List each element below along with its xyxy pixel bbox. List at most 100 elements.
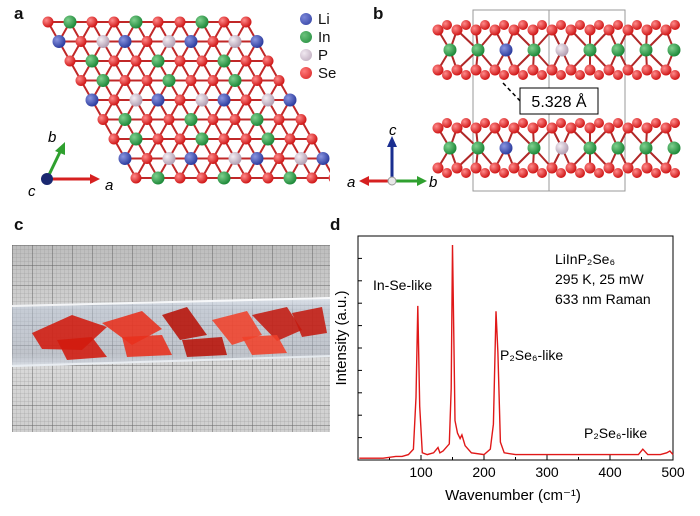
- se-atom: [670, 70, 680, 80]
- axis-b-arrowhead: [55, 142, 65, 155]
- se-atom: [594, 70, 604, 80]
- in-atom: [118, 113, 132, 126]
- crystal-flake: [162, 307, 207, 340]
- se-atom: [670, 168, 680, 178]
- in-atom: [527, 141, 541, 155]
- se-atom: [451, 24, 463, 36]
- se-atom: [641, 64, 653, 76]
- se-atom: [262, 55, 274, 67]
- axis-c-label: c: [28, 183, 36, 200]
- in-atom: [217, 54, 231, 68]
- se-atom: [306, 133, 318, 145]
- in-atom: [217, 171, 231, 185]
- peak-label-in-se: In-Se-like: [373, 277, 432, 293]
- legend-label-se: Se: [318, 64, 337, 82]
- in-atom: [283, 171, 297, 185]
- se-atom: [660, 24, 672, 36]
- se-atom: [670, 118, 680, 128]
- se-atom: [527, 122, 539, 134]
- se-atom: [518, 118, 528, 128]
- li-atom: [85, 93, 99, 107]
- se-atom: [660, 122, 672, 134]
- p-atom: [129, 93, 143, 107]
- in-atom: [129, 15, 143, 29]
- se-atom: [613, 70, 623, 80]
- se-atom: [594, 168, 604, 178]
- x-tick-label: 100: [409, 464, 433, 480]
- li-atom: [217, 93, 231, 107]
- se-atom: [603, 64, 615, 76]
- x-tick-label: 200: [472, 464, 496, 480]
- se-atom: [603, 162, 615, 174]
- se-atom: [556, 118, 566, 128]
- se-atom: [251, 75, 263, 86]
- se-atom: [207, 75, 219, 86]
- se-atom: [651, 118, 661, 128]
- se-atom: [480, 20, 490, 30]
- crystal-structure-top-view: [42, 15, 330, 185]
- se-atom: [584, 64, 596, 76]
- se-atom: [240, 172, 252, 184]
- se-atom: [651, 168, 661, 178]
- in-atom: [261, 132, 275, 146]
- se-atom: [546, 24, 558, 36]
- li-atom: [250, 152, 264, 165]
- se-atom: [537, 20, 547, 30]
- se-atom: [499, 168, 509, 178]
- se-atom: [537, 70, 547, 80]
- in-atom: [667, 141, 681, 155]
- peak-label-p2se6-main: P₂Se₆-like: [500, 347, 563, 363]
- se-atom: [603, 24, 615, 36]
- se-atom: [328, 174, 330, 182]
- p-atom: [261, 93, 275, 107]
- crystal-flake: [292, 307, 327, 337]
- se-atom: [584, 122, 596, 134]
- se-atom: [622, 24, 634, 36]
- in-atom: [443, 43, 457, 57]
- se-atom: [660, 64, 672, 76]
- se-atom: [432, 24, 444, 36]
- se-atom: [508, 122, 520, 134]
- p-atom: [228, 35, 242, 48]
- se-atom: [622, 64, 634, 76]
- se-atom: [527, 24, 539, 36]
- li-atom: [499, 43, 513, 57]
- in-atom: [639, 141, 653, 155]
- se-atom: [262, 172, 274, 184]
- se-atom: [489, 162, 501, 174]
- peak-label-p2se6-high: P₂Se₆-like: [584, 425, 647, 441]
- axes-indicator-a: a b c: [28, 129, 113, 200]
- axis-a-arrowhead-b: [359, 176, 369, 186]
- x-tick-label: 300: [535, 464, 559, 480]
- se-atom: [141, 114, 153, 125]
- in-atom: [129, 132, 143, 146]
- photo-drawing: [12, 245, 330, 432]
- se-atom: [603, 122, 615, 134]
- se-atom: [207, 153, 219, 164]
- crystal-flake: [182, 337, 227, 357]
- panel-label-b: b: [373, 4, 384, 23]
- panel-label-d: d: [330, 215, 341, 234]
- se-atom: [641, 122, 653, 134]
- se-atom: [575, 168, 585, 178]
- legend-label-li: Li: [318, 10, 330, 28]
- se-atom: [632, 118, 642, 128]
- se-atom: [575, 118, 585, 128]
- se-atom: [480, 168, 490, 178]
- se-atom: [651, 70, 661, 80]
- method-label: 633 nm Raman: [555, 291, 651, 307]
- se-atom: [207, 114, 219, 125]
- in-atom: [162, 74, 176, 87]
- y-axis-label: Intensity (a.u.): [333, 290, 350, 385]
- se-atom: [527, 64, 539, 76]
- crystal-flake: [212, 311, 262, 345]
- conditions-label: 295 K, 25 mW: [555, 271, 644, 287]
- se-atom: [461, 70, 471, 80]
- p-atom: [96, 35, 110, 48]
- se-atom: [163, 114, 175, 125]
- se-atom: [185, 75, 197, 86]
- se-atom: [508, 162, 520, 174]
- p-atom: [195, 93, 209, 107]
- x-tick-label: 400: [598, 464, 622, 480]
- in-atom: [611, 141, 625, 155]
